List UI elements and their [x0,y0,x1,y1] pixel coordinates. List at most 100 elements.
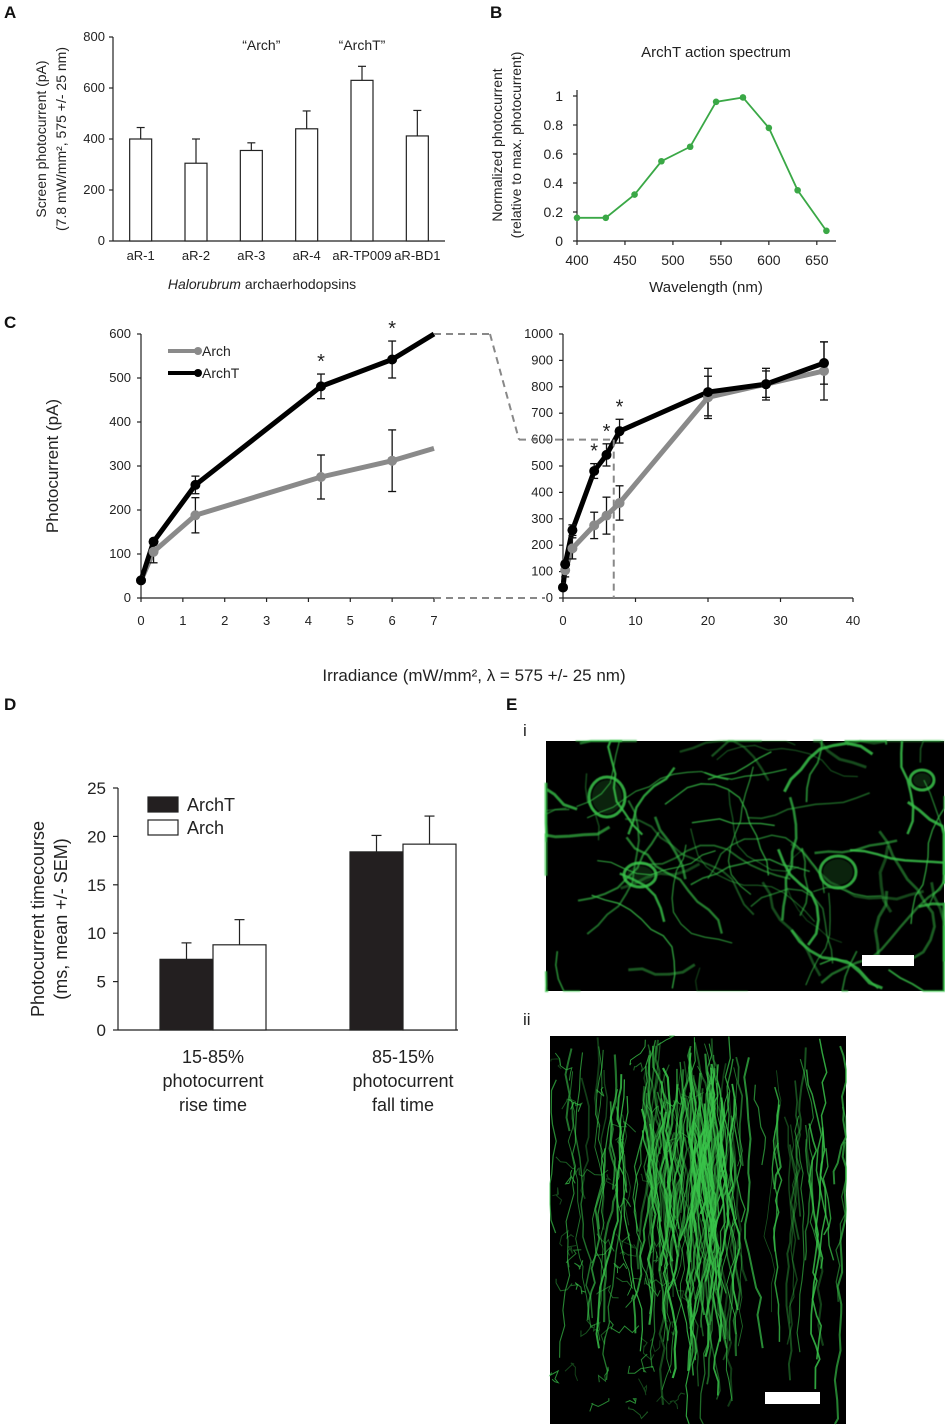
d-y-tick-label: 10 [87,924,106,943]
axon-branch [568,1099,583,1112]
c-right-data-point-archt [601,449,612,460]
c-left-y-tick-label: 300 [109,458,131,473]
axon-fiber [658,1144,670,1405]
axon-fiber [602,1106,628,1381]
c-left-line-arch [138,446,435,582]
b-y-tick-label: 0.8 [544,117,564,133]
neuron-dendrite [544,971,549,993]
c-right-y-tick-label: 500 [531,458,553,473]
b-data-point [686,143,694,151]
axon-branch [561,1098,583,1110]
axon-fiber [676,1037,696,1229]
axon-branch [611,1120,637,1133]
axon-branch [586,1319,600,1333]
micrograph-e-i-neurons [544,739,945,993]
axon-fiber [663,1074,677,1170]
axon-branch [653,1251,659,1264]
micrograph-e-ii-fibers [548,1035,848,1425]
axon-fiber [713,1054,728,1195]
c-right-data-point-archt [589,466,600,477]
axon-branch [565,1249,582,1268]
b-data-point [631,191,638,198]
axon-branch [609,1320,640,1334]
micrograph-e-i [544,739,945,993]
b-title: ArchT action spectrum [641,44,791,61]
b-data-point [794,186,801,194]
axon-branch [600,1326,613,1345]
axon-fiber [700,1120,712,1223]
axon-fiber [571,1102,594,1319]
neuron-dendrite [545,807,567,843]
d-bar-arch [212,944,267,1031]
axon-fiber [597,1089,619,1230]
c-left-y-tick-label: 100 [109,546,131,561]
neuron-dendrite [653,816,687,880]
c-right-x-tick-label: 0 [559,613,566,628]
axon-branch [621,1232,631,1256]
axon-fiber [659,1084,679,1228]
axon-branch [649,1337,661,1353]
neuron-dendrite [900,740,915,835]
axon-fiber [621,1114,631,1226]
b-data-point [823,227,830,235]
axon-branch [625,1398,637,1405]
axon-branch [596,1086,605,1097]
neuron-dendrite [597,850,716,876]
axon-fiber [652,1081,665,1267]
axon-fiber [564,1048,573,1132]
c-left-legend-marker-arch [194,347,202,355]
axon-fiber [593,1037,600,1128]
c-right-y-tick-label: 700 [531,405,553,420]
axon-fiber [683,1061,695,1182]
axon-branch [619,1197,632,1208]
neuron-soma [908,768,936,792]
b-spectrum-line [577,96,828,232]
b-y-axis-label-2: (relative to max. photocurrent) [508,52,524,239]
axon-branch [619,1244,638,1257]
a-bar [350,79,374,242]
axon-fiber [733,1067,743,1167]
axon-branch [629,1039,646,1066]
c-left-y-tick-label: 500 [109,370,131,385]
d-category-label: photocurrent [352,1071,453,1091]
c-right-y-tick-label: 400 [531,484,553,499]
a-x-axis-label-genus: Halorubrum [168,276,245,292]
a-category-label: aR-3 [237,248,265,263]
axon-fiber [632,1092,653,1314]
axon-branch [638,1378,648,1396]
neuron-dendrite [728,790,799,872]
c-right-data-point-arch [567,543,578,554]
axon-fiber [661,1109,701,1390]
axon-fiber [707,1063,727,1322]
axon-fiber [591,1049,606,1278]
c-right-significance-star: * [616,396,624,418]
b-data-point [573,214,581,222]
neuron-dendrite [690,828,815,923]
panel-label-b: B [490,3,502,22]
axon-fiber [783,1116,798,1345]
c-left-legend-marker-archt [194,369,202,377]
c-right-data-point-archt [567,525,578,536]
panel-label-a: A [4,3,16,22]
c-right-line-archt [560,360,825,588]
axon-fiber [805,1139,825,1346]
neuron-dendrite [707,751,772,781]
d-y-tick-label: 5 [97,973,106,992]
neuron-dendrite [785,848,843,944]
neuron-dendrite [691,818,775,827]
neuron-soma [587,775,627,819]
axon-branch [564,1362,579,1381]
axon-branch [596,1233,611,1254]
d-y-axis-label-2: (ms, mean +/- SEM) [51,838,71,1000]
axon-fiber [763,1070,782,1313]
panel-label-e-i: i [523,721,527,740]
d-category-label: fall time [372,1095,434,1115]
neuron-dendrite [919,740,941,763]
b-y-axis-label: Normalized photocurrent [489,68,505,221]
c-left-x-tick-label: 6 [389,613,396,628]
neuron-dendrite [906,800,945,875]
axon-fiber [586,1148,606,1321]
axon-branch [628,1406,649,1420]
c-right-x-tick-label: 30 [773,613,787,628]
axon-fiber [804,1124,812,1261]
